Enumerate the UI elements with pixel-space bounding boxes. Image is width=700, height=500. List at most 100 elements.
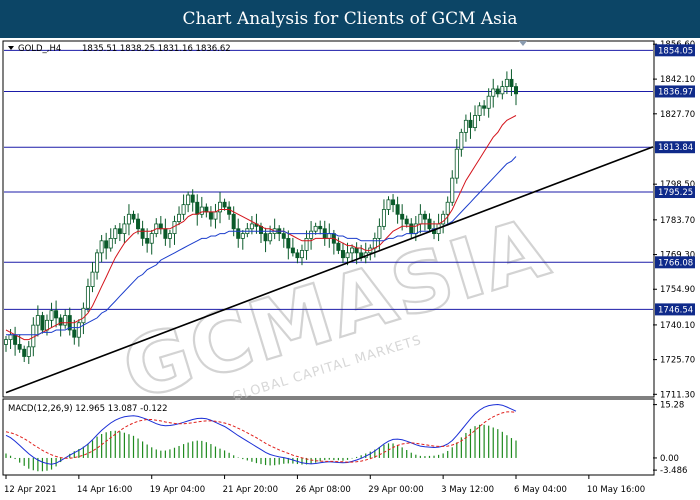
candle-up — [199, 206, 204, 215]
candle-down — [318, 225, 323, 230]
candle-down — [208, 211, 213, 220]
candle-up — [108, 237, 113, 249]
candle-down — [395, 204, 400, 215]
time-tick-label: 29 Apr 00:00 — [368, 485, 423, 495]
price-tick-label: 1783.70 — [660, 216, 695, 226]
time-tick-label: 26 Apr 08:00 — [295, 485, 350, 495]
candle-down — [117, 228, 122, 234]
candle-up — [181, 204, 186, 215]
candle-up — [418, 213, 423, 225]
macd-tick-label: 15.28 — [660, 401, 684, 411]
level-label: 1746.54 — [658, 305, 693, 315]
candle-up — [372, 237, 377, 249]
candle-down — [131, 213, 136, 220]
candle-up — [309, 230, 314, 239]
candle-down — [195, 201, 200, 215]
candle-down — [400, 213, 405, 220]
candle-up — [149, 233, 154, 244]
level-label: 1813.84 — [658, 143, 693, 153]
candle-up — [327, 233, 332, 239]
macd-signal-line — [5, 411, 517, 463]
candle-up — [268, 233, 273, 242]
candle-down — [295, 252, 300, 259]
candle-up — [122, 223, 127, 234]
macd-tick-label: -3.486 — [660, 466, 687, 476]
candle-up — [459, 131, 464, 150]
candle-up — [218, 201, 223, 213]
candle-up — [249, 223, 254, 230]
candle-up — [31, 324, 36, 348]
candle-down — [231, 213, 236, 230]
candle-down — [263, 233, 268, 242]
candle-up — [35, 315, 40, 326]
collapse-triangle-icon[interactable] — [8, 46, 14, 50]
macd-line — [5, 403, 517, 465]
candle-up — [454, 148, 459, 179]
price-tick-label: 1740.10 — [660, 321, 695, 331]
candle-down — [163, 228, 168, 239]
candle-down — [145, 237, 150, 244]
candle-down — [22, 348, 27, 357]
candle-up — [486, 95, 491, 109]
candle-down — [409, 223, 414, 234]
candle-down — [422, 213, 427, 220]
candle-down — [340, 250, 345, 259]
level-label-box — [655, 186, 695, 199]
candle-down — [72, 329, 77, 338]
candle-up — [76, 322, 81, 338]
candle-down — [104, 240, 109, 249]
level-labels: 1854.05 1836.97 1813.84 1795.25 1766.08 1746.… — [655, 44, 695, 316]
candle-up — [99, 240, 104, 254]
level-label-box — [655, 141, 695, 154]
candle-up — [450, 177, 455, 203]
page-title: Chart Analysis for Clients of GCM Asia — [182, 9, 518, 29]
level-label: 1836.97 — [658, 87, 693, 97]
candle-down — [136, 218, 141, 230]
time-tick-label: 6 May 04:00 — [514, 485, 567, 495]
candle-down — [354, 247, 359, 254]
candle-up — [304, 237, 309, 251]
candle-up — [167, 233, 172, 239]
candle-down — [286, 237, 291, 249]
candle-up — [463, 119, 468, 133]
level-label-box — [655, 85, 695, 98]
level-label-box — [655, 256, 695, 269]
candle-up — [345, 252, 350, 259]
candle-up — [500, 86, 505, 95]
candle-down — [236, 228, 241, 239]
candle-down — [13, 334, 18, 345]
ohlc-label: 1835.51 1838.25 1831.16 1836.62 — [82, 44, 231, 54]
price-tick-label: 1798.50 — [660, 180, 695, 190]
price-tick-label: 1827.70 — [660, 110, 695, 120]
macd-lines — [5, 403, 517, 465]
time-tick-label: 14 Apr 16:00 — [77, 485, 132, 495]
candle-up — [81, 307, 86, 324]
candle-up — [4, 339, 9, 345]
candle-down — [391, 199, 396, 206]
candle-up — [350, 247, 355, 254]
candle-down — [468, 119, 473, 128]
time-tick-label: 19 Apr 04:00 — [150, 485, 205, 495]
level-label-box — [655, 303, 695, 316]
candle-down — [54, 310, 59, 319]
candle-up — [377, 225, 382, 239]
price-tick-label: 1842.10 — [660, 75, 695, 85]
candle-down — [336, 242, 341, 251]
candle-up — [491, 88, 496, 97]
time-tick-label: 12 Apr 2021 — [4, 485, 57, 495]
candle-up — [49, 310, 54, 321]
time-tick-label: 10 May 16:00 — [587, 485, 645, 495]
instrument-label: GOLD_,H4 — [18, 44, 61, 54]
candle-up — [8, 334, 13, 341]
candle-down — [190, 194, 195, 203]
price-panel — [2, 40, 655, 398]
horizontal-levels — [4, 49, 653, 310]
candle-up — [113, 228, 118, 239]
candle-down — [204, 206, 209, 213]
chart-area[interactable]: GCMASIA GLOBAL CAPITAL MARKETS 1856.6018… — [0, 38, 700, 500]
candle-down — [158, 223, 163, 230]
price-tick-label: 1769.30 — [660, 251, 695, 261]
candle-up — [445, 201, 450, 215]
candle-down — [58, 317, 63, 326]
candle-up — [240, 233, 245, 239]
